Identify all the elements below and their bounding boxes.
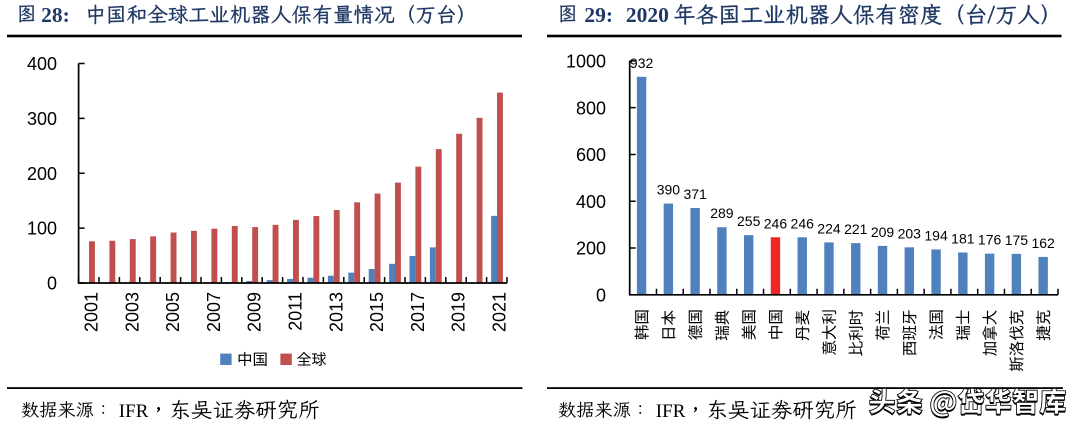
svg-text:600: 600 bbox=[576, 145, 606, 165]
svg-text:194: 194 bbox=[924, 227, 948, 243]
svg-text:390: 390 bbox=[657, 182, 681, 198]
svg-text:289: 289 bbox=[710, 205, 734, 221]
svg-text:2011: 2011 bbox=[286, 292, 306, 331]
svg-text:175: 175 bbox=[1005, 232, 1029, 248]
svg-text:162: 162 bbox=[1031, 235, 1055, 251]
svg-text:2015: 2015 bbox=[367, 292, 387, 332]
svg-text:255: 255 bbox=[737, 213, 761, 229]
svg-text:2001: 2001 bbox=[82, 292, 102, 332]
svg-text:203: 203 bbox=[898, 225, 922, 241]
svg-text:300: 300 bbox=[27, 109, 57, 129]
svg-text:932: 932 bbox=[630, 55, 654, 71]
svg-text:400: 400 bbox=[27, 54, 57, 74]
svg-text:181: 181 bbox=[951, 230, 975, 246]
svg-text:IFR: IFR bbox=[656, 401, 686, 422]
svg-text:2003: 2003 bbox=[122, 292, 142, 332]
svg-text:0: 0 bbox=[596, 285, 606, 305]
svg-text:1000: 1000 bbox=[566, 52, 606, 72]
svg-text:2019: 2019 bbox=[449, 292, 469, 332]
svg-text:246: 246 bbox=[764, 215, 788, 231]
svg-text:224: 224 bbox=[817, 220, 841, 236]
svg-text:221: 221 bbox=[844, 221, 868, 237]
svg-text:100: 100 bbox=[27, 219, 57, 239]
svg-text:IFR: IFR bbox=[119, 401, 149, 422]
svg-text:800: 800 bbox=[576, 98, 606, 118]
svg-text:246: 246 bbox=[791, 215, 815, 231]
svg-text:2020: 2020 bbox=[626, 3, 669, 27]
svg-text:200: 200 bbox=[27, 164, 57, 184]
svg-text:200: 200 bbox=[576, 239, 606, 259]
svg-text:2007: 2007 bbox=[204, 292, 224, 332]
svg-text:2005: 2005 bbox=[163, 292, 183, 332]
svg-text:2021: 2021 bbox=[490, 292, 510, 332]
svg-text:400: 400 bbox=[576, 192, 606, 212]
svg-text:209: 209 bbox=[871, 224, 895, 240]
svg-text:2009: 2009 bbox=[245, 292, 265, 332]
svg-text:28:: 28: bbox=[41, 3, 70, 27]
svg-text:0: 0 bbox=[47, 274, 57, 294]
svg-text:29:: 29: bbox=[584, 3, 613, 27]
svg-text:371: 371 bbox=[683, 186, 707, 202]
svg-text:2013: 2013 bbox=[326, 292, 346, 332]
svg-text:2017: 2017 bbox=[408, 292, 428, 332]
svg-text:176: 176 bbox=[978, 232, 1002, 248]
